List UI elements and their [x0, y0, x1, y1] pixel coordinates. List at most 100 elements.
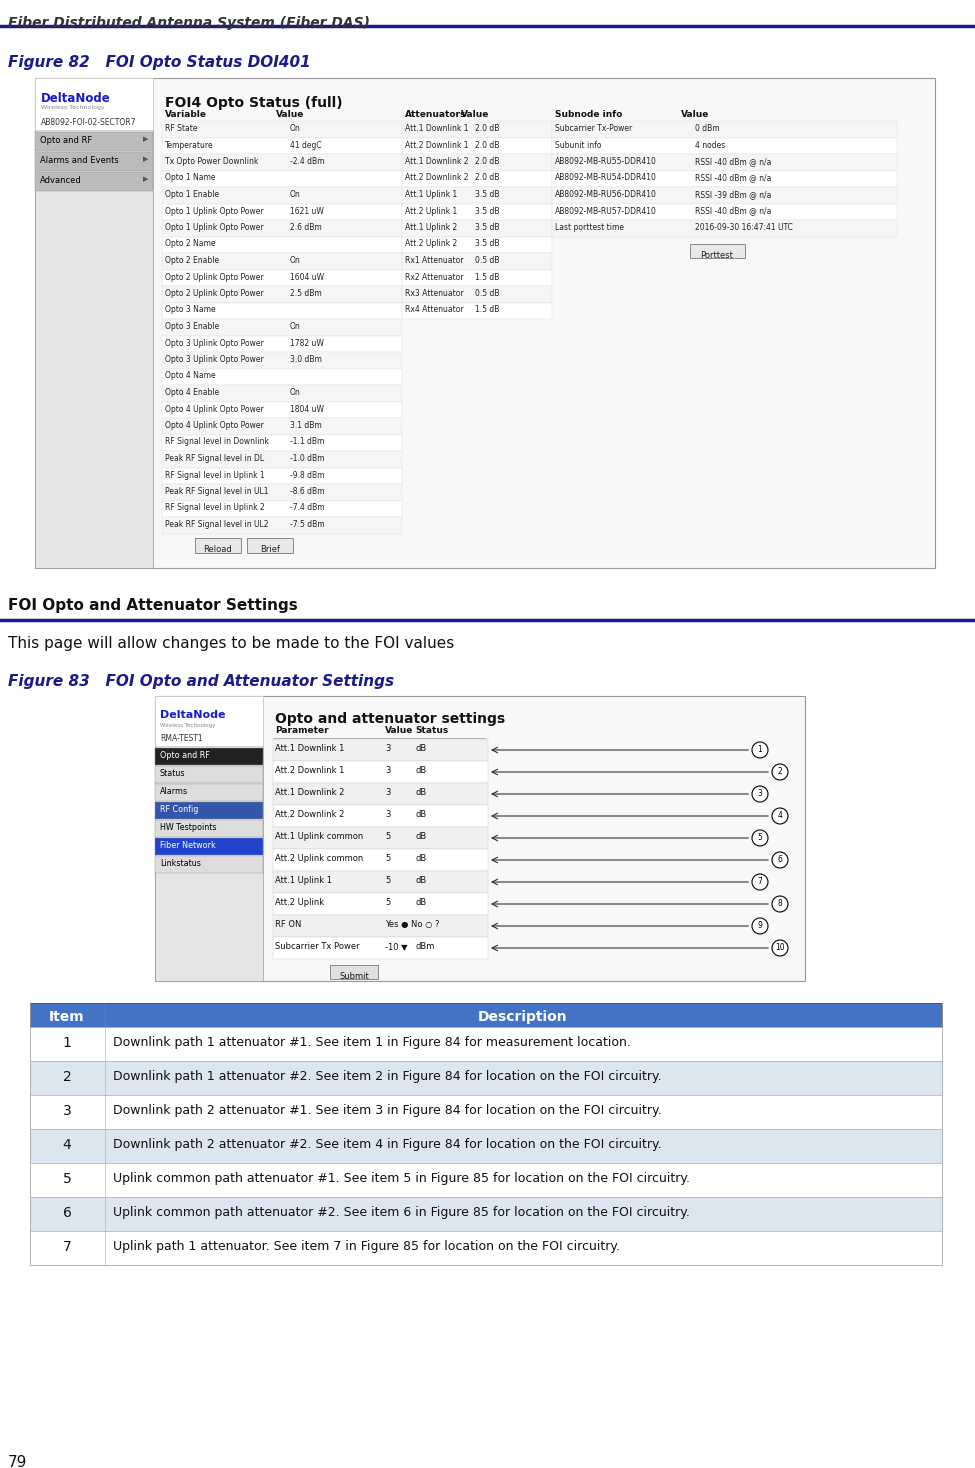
Bar — [162, 286, 402, 302]
Bar — [162, 451, 402, 467]
Text: Att.1 Downlink 1: Att.1 Downlink 1 — [275, 744, 344, 753]
Bar — [552, 204, 897, 220]
Text: 9: 9 — [758, 922, 762, 931]
Text: AB8092-FOI-02-SECTOR7: AB8092-FOI-02-SECTOR7 — [41, 117, 136, 128]
Text: Downlink path 1 attenuator #1. See item 1 in Figure 84 for measurement location.: Downlink path 1 attenuator #1. See item … — [113, 1036, 631, 1050]
Bar — [162, 204, 402, 220]
Text: Linkstatus: Linkstatus — [160, 859, 201, 868]
Text: 5: 5 — [385, 876, 390, 885]
Bar — [552, 154, 897, 170]
Text: HW Testpoints: HW Testpoints — [160, 824, 216, 832]
Text: Opto and RF: Opto and RF — [40, 137, 93, 145]
Text: 2.0 dB: 2.0 dB — [475, 173, 499, 182]
Text: 5: 5 — [385, 854, 390, 863]
Text: Alarms: Alarms — [160, 787, 188, 796]
Text: 10: 10 — [775, 944, 785, 953]
Text: Opto and attenuator settings: Opto and attenuator settings — [275, 712, 505, 727]
Bar — [402, 204, 552, 220]
Bar — [552, 120, 897, 138]
Text: AB8092-MB-RU54-DDR410: AB8092-MB-RU54-DDR410 — [555, 173, 657, 182]
Bar — [402, 252, 552, 270]
Text: Wireless Technology: Wireless Technology — [160, 724, 215, 728]
Bar — [162, 517, 402, 533]
Text: RSSI -40 dBm @ n/a: RSSI -40 dBm @ n/a — [695, 207, 771, 216]
Text: 2.0 dB: 2.0 dB — [475, 141, 499, 150]
Text: ▶: ▶ — [143, 137, 148, 142]
Text: -8.6 dBm: -8.6 dBm — [290, 487, 325, 496]
Text: Status: Status — [415, 727, 448, 735]
Bar — [162, 336, 402, 352]
Bar — [552, 170, 897, 186]
Text: Peak RF Signal level in UL2: Peak RF Signal level in UL2 — [165, 520, 268, 528]
Text: DeltaNode: DeltaNode — [41, 92, 111, 106]
Text: dBm: dBm — [415, 942, 435, 951]
Text: Opto 4 Enable: Opto 4 Enable — [165, 388, 219, 396]
Bar — [247, 537, 293, 552]
Text: 79: 79 — [8, 1455, 27, 1468]
Bar — [402, 186, 552, 204]
Text: Opto 1 Name: Opto 1 Name — [165, 173, 215, 182]
Text: Last porttest time: Last porttest time — [555, 223, 624, 232]
Text: Fiber Distributed Antenna System (Fiber DAS): Fiber Distributed Antenna System (Fiber … — [8, 16, 370, 29]
Bar — [162, 154, 402, 170]
Text: Att.1 Uplink common: Att.1 Uplink common — [275, 832, 364, 841]
Bar — [402, 154, 552, 170]
Text: dB: dB — [415, 876, 426, 885]
Bar — [35, 132, 153, 151]
Circle shape — [752, 918, 768, 934]
Text: Opto 3 Uplink Opto Power: Opto 3 Uplink Opto Power — [165, 339, 264, 348]
Bar — [402, 236, 552, 252]
Text: dB: dB — [415, 810, 426, 819]
Bar — [162, 236, 402, 252]
Text: dB: dB — [415, 788, 426, 797]
Text: 3: 3 — [385, 788, 390, 797]
Text: 2.0 dB: 2.0 dB — [475, 157, 499, 166]
Text: RF Signal level in Uplink 2: RF Signal level in Uplink 2 — [165, 504, 265, 512]
Bar — [162, 220, 402, 236]
Text: 3: 3 — [62, 1104, 71, 1119]
Text: 3.5 dB: 3.5 dB — [475, 239, 499, 248]
Text: 4 nodes: 4 nodes — [695, 141, 725, 150]
Text: FOI Opto and Attenuator Settings: FOI Opto and Attenuator Settings — [8, 597, 297, 614]
Text: DeltaNode: DeltaNode — [160, 711, 225, 719]
Bar — [273, 826, 488, 849]
Text: 2.6 dBm: 2.6 dBm — [290, 223, 322, 232]
Text: Value: Value — [276, 110, 304, 119]
Text: Att.2 Uplink 2: Att.2 Uplink 2 — [405, 239, 457, 248]
Text: -7.4 dBm: -7.4 dBm — [290, 504, 325, 512]
Text: 1804 uW: 1804 uW — [290, 405, 324, 414]
Text: 4: 4 — [62, 1138, 71, 1152]
Text: Att.1 Uplink 2: Att.1 Uplink 2 — [405, 223, 457, 232]
Bar — [690, 244, 745, 257]
Bar — [273, 915, 488, 937]
Text: ▶: ▶ — [143, 176, 148, 182]
Text: 1.5 dB: 1.5 dB — [475, 305, 499, 314]
Text: Opto 4 Uplink Opto Power: Opto 4 Uplink Opto Power — [165, 421, 264, 430]
Text: Opto 2 Name: Opto 2 Name — [165, 239, 215, 248]
Text: Alarms and Events: Alarms and Events — [40, 156, 119, 164]
Text: Status: Status — [160, 769, 185, 778]
Text: Subcarrier Tx-Power: Subcarrier Tx-Power — [555, 123, 632, 134]
Text: Opto 3 Uplink Opto Power: Opto 3 Uplink Opto Power — [165, 355, 264, 364]
Bar — [195, 537, 241, 552]
Text: Uplink common path attenuator #1. See item 5 in Figure 85 for location on the FO: Uplink common path attenuator #1. See it… — [113, 1171, 690, 1185]
Text: Att.1 Uplink 1: Att.1 Uplink 1 — [275, 876, 332, 885]
Text: RSSI -40 dBm @ n/a: RSSI -40 dBm @ n/a — [695, 157, 771, 166]
Text: RF State: RF State — [165, 123, 198, 134]
Bar — [162, 319, 402, 336]
Bar — [30, 1028, 942, 1061]
Bar — [402, 302, 552, 319]
Text: 5: 5 — [62, 1171, 71, 1186]
Bar — [155, 696, 263, 981]
Text: Opto 4 Uplink Opto Power: Opto 4 Uplink Opto Power — [165, 405, 264, 414]
Bar — [35, 78, 153, 131]
Circle shape — [752, 829, 768, 846]
Bar — [162, 138, 402, 154]
Text: 3.0 dBm: 3.0 dBm — [290, 355, 322, 364]
Text: Variable: Variable — [165, 110, 207, 119]
Text: Opto and RF: Opto and RF — [160, 752, 210, 760]
Circle shape — [752, 873, 768, 890]
Bar — [273, 760, 488, 782]
Text: Att.2 Uplink: Att.2 Uplink — [275, 898, 324, 907]
Text: -2.4 dBm: -2.4 dBm — [290, 157, 325, 166]
